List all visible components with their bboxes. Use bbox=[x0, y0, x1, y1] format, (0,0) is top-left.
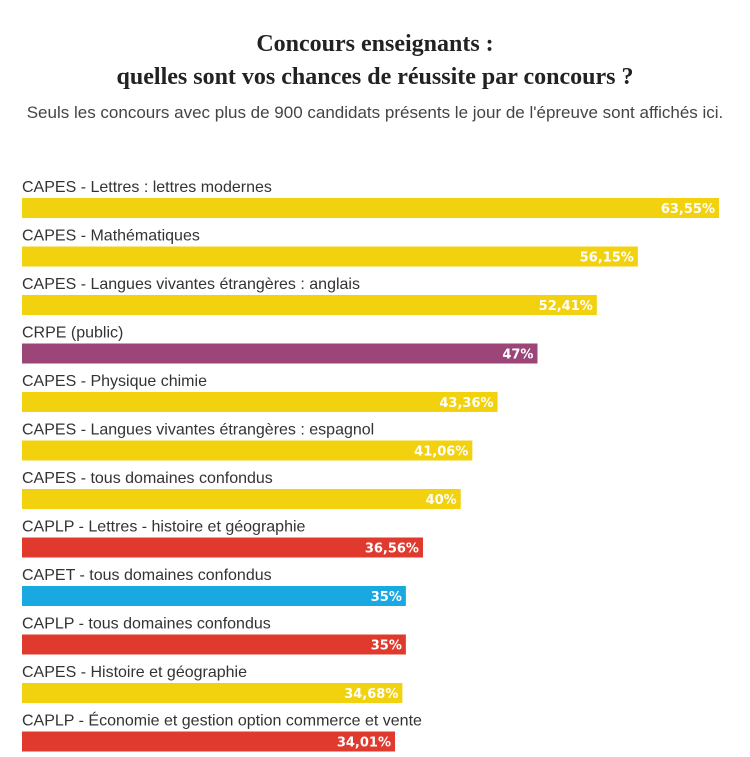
bar bbox=[22, 634, 406, 655]
value-label: 35% bbox=[371, 590, 402, 605]
category-label: CAPES - Physique chimie bbox=[22, 373, 207, 390]
bar-row: CAPLP - Lettres - histoire et géographie… bbox=[22, 519, 423, 558]
category-label: CRPE (public) bbox=[22, 325, 123, 342]
bar bbox=[22, 489, 461, 509]
bar bbox=[22, 683, 403, 703]
category-label: CAPES - Langues vivantes étrangères : an… bbox=[22, 276, 360, 293]
bar bbox=[22, 246, 638, 267]
bar-row: CAPET - tous domaines confondus 35% bbox=[22, 567, 406, 606]
bar-row: CAPES - Langues vivantes étrangères : an… bbox=[22, 276, 597, 315]
bar bbox=[22, 731, 396, 752]
value-label: 35% bbox=[371, 639, 402, 654]
category-label: CAPLP - tous domaines confondus bbox=[22, 616, 271, 633]
bar-row: CAPES - Mathématiques 56,15% bbox=[22, 228, 638, 267]
bar bbox=[22, 440, 473, 461]
chart-subtitle: Seuls les concours avec plus de 900 cand… bbox=[26, 103, 724, 122]
category-label: CAPLP - Économie et gestion option comme… bbox=[22, 711, 422, 730]
value-label: 52,41% bbox=[539, 299, 593, 314]
category-label: CAPES - Lettres : lettres modernes bbox=[22, 179, 272, 196]
category-label: CAPES - Mathématiques bbox=[22, 228, 200, 245]
bar bbox=[22, 586, 406, 606]
category-label: CAPES - tous domaines confondus bbox=[22, 470, 273, 487]
category-label: CAPLP - Lettres - histoire et géographie bbox=[22, 519, 306, 536]
category-label: CAPES - Histoire et géographie bbox=[22, 664, 247, 681]
category-label: CAPES - Langues vivantes étrangères : es… bbox=[22, 422, 374, 439]
bar bbox=[22, 343, 538, 364]
value-label: 34,01% bbox=[337, 736, 391, 751]
bar bbox=[22, 392, 498, 412]
bar-row: CAPES - Lettres : lettres modernes 63,55% bbox=[22, 179, 719, 218]
value-label: 47% bbox=[502, 348, 533, 363]
value-label: 36,56% bbox=[365, 542, 419, 557]
value-label: 63,55% bbox=[661, 202, 715, 217]
bar-row: CRPE (public) 47% bbox=[22, 325, 538, 364]
value-label: 34,68% bbox=[344, 687, 398, 702]
bar-row: CAPES - Langues vivantes étrangères : es… bbox=[22, 422, 473, 461]
value-label: 40% bbox=[426, 493, 457, 508]
bar-row: CAPLP - Économie et gestion option comme… bbox=[22, 711, 422, 752]
bar bbox=[22, 295, 597, 315]
chart-title-line-2: quelles sont vos chances de réussite par… bbox=[116, 64, 634, 90]
value-label: 41,06% bbox=[414, 445, 468, 460]
bar-row: CAPES - Histoire et géographie 34,68% bbox=[22, 664, 403, 703]
bar-row: CAPLP - tous domaines confondus 35% bbox=[22, 616, 406, 655]
category-label: CAPET - tous domaines confondus bbox=[22, 567, 272, 584]
value-label: 43,36% bbox=[439, 396, 493, 411]
bar bbox=[22, 537, 423, 558]
chart-title-line-1: Concours enseignants : bbox=[256, 31, 494, 57]
bar-row: CAPES - Physique chimie 43,36% bbox=[22, 373, 498, 412]
value-label: 56,15% bbox=[580, 251, 634, 266]
bar bbox=[22, 198, 719, 218]
bar-row: CAPES - tous domaines confondus 40% bbox=[22, 470, 461, 509]
chart-title: Concours enseignants : quelles sont vos … bbox=[0, 28, 750, 94]
